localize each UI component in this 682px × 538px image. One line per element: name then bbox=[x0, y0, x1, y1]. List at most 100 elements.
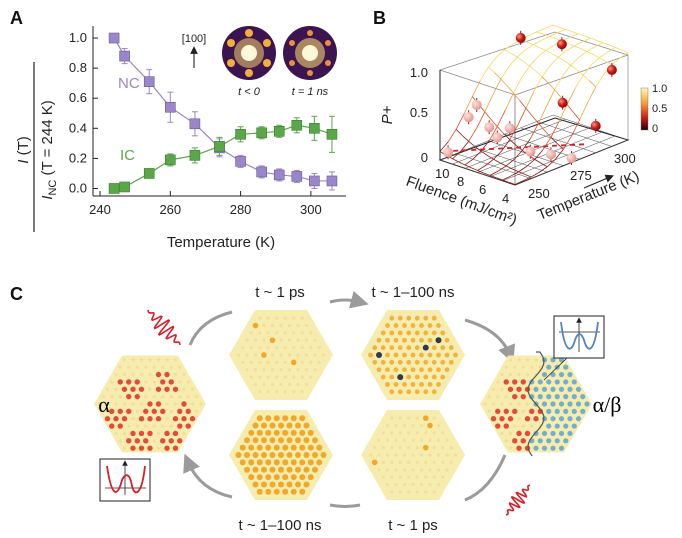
panel-a-chart: I (T) INC (T = 244 K) Temperature (K) 0.… bbox=[15, 26, 346, 251]
data-point bbox=[291, 171, 303, 182]
hexagon-alpha bbox=[94, 355, 206, 453]
data-point bbox=[545, 149, 556, 160]
temp-tick-300: 300 bbox=[614, 151, 636, 166]
data-point bbox=[165, 101, 176, 113]
data-point bbox=[273, 169, 285, 181]
cycle-arrow-6 bbox=[183, 453, 233, 499]
data-point bbox=[189, 150, 201, 161]
diffraction-inset-right bbox=[283, 26, 337, 80]
panel-a-ylabel: I (T) INC (T = 244 K) bbox=[15, 62, 59, 232]
potential-inset-right bbox=[543, 315, 605, 381]
potential-inset-left bbox=[99, 458, 151, 502]
data-point bbox=[326, 175, 338, 187]
series-label-ic: IC bbox=[120, 147, 135, 164]
time-label-top-right: t ~ 1–100 ns bbox=[372, 284, 455, 301]
data-point bbox=[108, 32, 120, 44]
data-point bbox=[119, 181, 130, 193]
y-tick-label: 0.8 bbox=[69, 60, 87, 75]
data-point bbox=[566, 153, 577, 163]
data-point bbox=[556, 39, 567, 50]
fluence-tick-8: 8 bbox=[457, 174, 464, 189]
hexagon-bottom-left bbox=[229, 410, 333, 500]
cycle-arrow-5 bbox=[329, 503, 361, 508]
fluence-tick-4: 4 bbox=[502, 191, 509, 206]
fluence-tick-6: 6 bbox=[479, 182, 486, 197]
data-point bbox=[189, 118, 201, 130]
series-label-nc: NC bbox=[118, 75, 140, 92]
cycle-arrow-1 bbox=[188, 310, 233, 346]
data-point bbox=[590, 120, 601, 131]
data-point bbox=[443, 147, 454, 158]
y-tick-label: 0.2 bbox=[69, 150, 87, 165]
cycle-arrow-3 bbox=[464, 318, 516, 364]
data-point bbox=[309, 175, 320, 187]
data-point bbox=[165, 154, 176, 166]
data-point bbox=[256, 127, 267, 139]
diffraction-inset-left bbox=[222, 26, 276, 80]
y-label-denominator: INC (T = 244 K) bbox=[39, 100, 59, 199]
y-tick-label: 0.6 bbox=[69, 90, 87, 105]
x-tick-label: 280 bbox=[230, 202, 252, 217]
domain-wall bbox=[527, 351, 545, 457]
laser-pulse-right bbox=[505, 484, 531, 516]
x-tick-label: 260 bbox=[159, 202, 181, 217]
temp-tick-275: 275 bbox=[570, 168, 592, 183]
colorbar-tick-0.5: 0.5 bbox=[652, 103, 667, 115]
x-tick-label: 240 bbox=[89, 202, 111, 217]
panel-label-c: C bbox=[10, 284, 23, 304]
transition-boundary bbox=[444, 143, 587, 153]
hexagon-top-right bbox=[361, 310, 465, 400]
data-point bbox=[108, 183, 120, 194]
data-point bbox=[492, 132, 503, 143]
alpha-label: α bbox=[98, 392, 110, 417]
direction-label: [100] bbox=[182, 33, 206, 45]
data-point bbox=[484, 122, 495, 133]
data-point bbox=[515, 32, 526, 43]
data-point bbox=[119, 50, 130, 62]
x-tick-label: 300 bbox=[300, 202, 322, 217]
temp-tick-250: 250 bbox=[528, 186, 550, 201]
y-label-numerator: I (T) bbox=[15, 136, 32, 164]
data-point bbox=[214, 141, 225, 152]
data-point bbox=[471, 100, 482, 111]
z-tick-1.0: 1.0 bbox=[410, 65, 428, 80]
z-tick-0.5: 0.5 bbox=[410, 105, 428, 120]
colorbar-tick-1.0: 1.0 bbox=[652, 83, 667, 95]
hexagon-top-left bbox=[229, 310, 333, 400]
hexagon-bottom-right bbox=[361, 410, 465, 500]
data-point bbox=[256, 166, 267, 178]
data-point bbox=[291, 119, 303, 131]
cycle-arrow-2 bbox=[329, 290, 369, 309]
inset-left-label: t < 0 bbox=[238, 86, 261, 98]
time-label-top-left: t ~ 1 ps bbox=[255, 284, 305, 301]
panel-label-a: A bbox=[10, 8, 23, 28]
data-point bbox=[235, 156, 246, 167]
panel-c-diagram: α α/β t ~ 1 ps t ~ 1–100 ns t ~ 1–100 ns… bbox=[94, 284, 621, 534]
y-tick-label: 0.4 bbox=[69, 120, 87, 135]
z-tick-0: 0 bbox=[421, 150, 428, 165]
time-label-bottom-left: t ~ 1–100 ns bbox=[239, 517, 322, 534]
y-tick-label: 1.0 bbox=[69, 30, 87, 45]
data-point bbox=[143, 76, 155, 87]
panel-b-chart: 0 0.5 1.0 P+ 10 8 6 4 Fluence (mJ/cm²) 2… bbox=[379, 24, 667, 229]
colorbar bbox=[640, 87, 649, 131]
data-point bbox=[309, 123, 320, 134]
time-label-bottom-right: t ~ 1 ps bbox=[388, 517, 438, 534]
data-point bbox=[273, 126, 285, 137]
data-point bbox=[557, 97, 568, 108]
data-point bbox=[606, 64, 617, 75]
cycle-arrow-4 bbox=[464, 454, 507, 502]
y-tick-label: 0.0 bbox=[69, 180, 87, 195]
data-point bbox=[143, 168, 155, 179]
colorbar-tick-0: 0 bbox=[652, 123, 658, 135]
z-axis-label: P+ bbox=[379, 105, 396, 124]
alpha-beta-label: α/β bbox=[593, 392, 622, 417]
fluence-tick-10: 10 bbox=[435, 166, 449, 181]
data-point bbox=[235, 129, 246, 140]
data-point bbox=[525, 146, 536, 157]
panel-label-b: B bbox=[373, 8, 386, 28]
x-axis-label: Temperature (K) bbox=[167, 234, 275, 251]
laser-pulse-left bbox=[147, 309, 181, 346]
data-point bbox=[504, 123, 515, 134]
